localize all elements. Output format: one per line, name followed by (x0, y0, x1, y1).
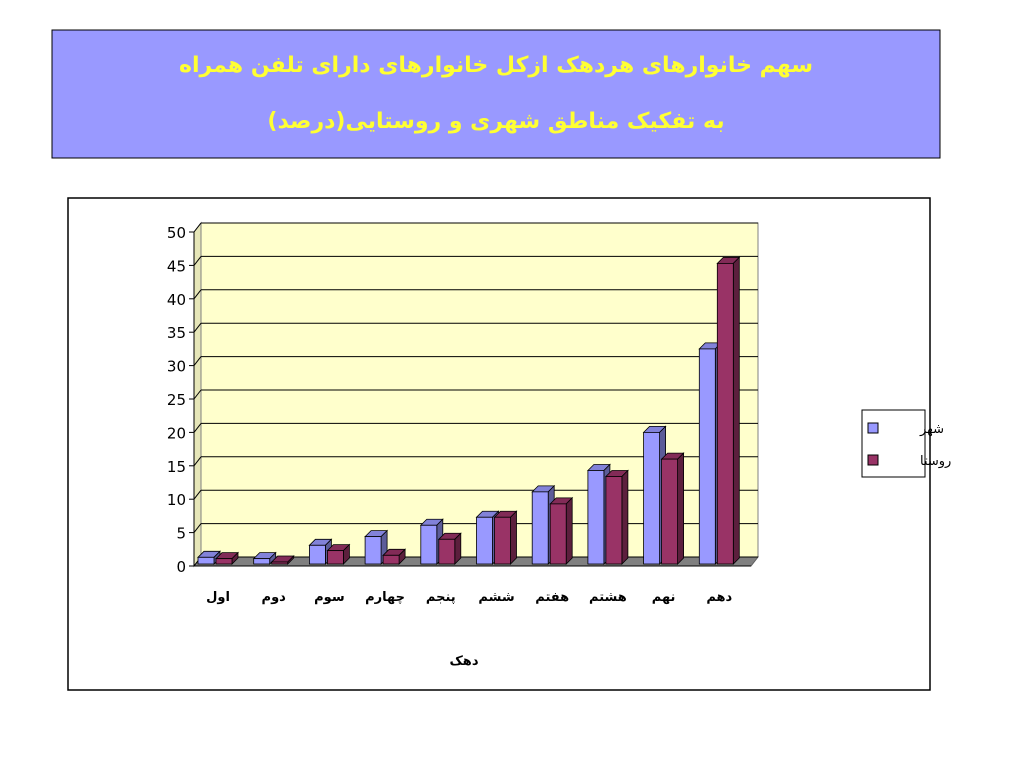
legend-label: روستا (920, 454, 951, 469)
grid-line-side (193, 356, 202, 366)
grid-line-side (193, 456, 202, 467)
legend-box (861, 409, 926, 478)
grid-line-side (193, 389, 202, 400)
bar (494, 516, 511, 565)
x-tick-label: دوم (262, 590, 287, 605)
bar-side (621, 469, 629, 565)
x-tick-label: پنجم (426, 590, 456, 605)
x-tick-label: هشتم (589, 590, 627, 605)
grid-line-side (193, 222, 202, 233)
y-tick-label: 35 (167, 324, 186, 342)
y-tick-label: 15 (167, 458, 186, 476)
bar (364, 536, 382, 565)
bar (716, 262, 734, 565)
grid-line-side (193, 256, 202, 266)
y-tick-label: 20 (167, 424, 186, 442)
grid-line-side (193, 423, 202, 433)
legend-label: شهر (919, 422, 944, 437)
bar (271, 561, 289, 565)
bar (643, 431, 660, 565)
y-tick-label: 45 (167, 257, 186, 275)
y-tick-label: 10 (167, 491, 186, 509)
bar (197, 556, 215, 565)
bar (420, 524, 438, 565)
bar (382, 554, 400, 565)
bar (605, 476, 623, 565)
bar (698, 348, 716, 565)
bar (253, 558, 271, 565)
x-tick-label: ششم (478, 590, 514, 605)
bar (531, 491, 549, 565)
y-tick-label: 40 (167, 291, 186, 309)
bar-side (732, 256, 740, 565)
legend-swatch (867, 422, 879, 434)
y-tick-label: 30 (167, 358, 186, 376)
y-tick-label: 0 (176, 558, 186, 576)
x-tick-label: هفتم (535, 590, 569, 605)
x-tick-label: نهم (652, 590, 676, 605)
bar (661, 458, 678, 565)
grid-line-side (193, 523, 202, 533)
bar (438, 538, 456, 565)
bar-side (565, 496, 573, 565)
bar (215, 558, 233, 565)
grid-line-side (193, 289, 202, 300)
x-tick-label: سوم (314, 590, 344, 605)
y-tick-label: 25 (167, 391, 186, 409)
x-tick-label: چهارم (365, 590, 405, 605)
grid-line-side (193, 489, 202, 500)
chart-subtitle: به تفکیک مناطق شهری و روستایی(درصد) (267, 109, 724, 134)
bar-side (454, 532, 462, 565)
bar (308, 544, 326, 565)
y-tick-label: 50 (167, 224, 186, 242)
bar-side (510, 510, 517, 565)
y-tick-label: 5 (176, 525, 186, 543)
x-tick-label: اول (206, 590, 230, 605)
legend-swatch (867, 454, 879, 466)
bar (549, 503, 567, 565)
bar (476, 516, 493, 565)
grid-line-side (193, 322, 202, 333)
chart-title: سهم خانوارهای هردهک ازکل خانوارهای دارای… (179, 53, 813, 78)
x-axis-label: دهک (450, 654, 479, 669)
bar (326, 550, 344, 565)
bar (587, 470, 605, 565)
title-box (51, 29, 941, 159)
x-tick-label: دهم (706, 590, 732, 605)
bar-side (677, 452, 684, 565)
